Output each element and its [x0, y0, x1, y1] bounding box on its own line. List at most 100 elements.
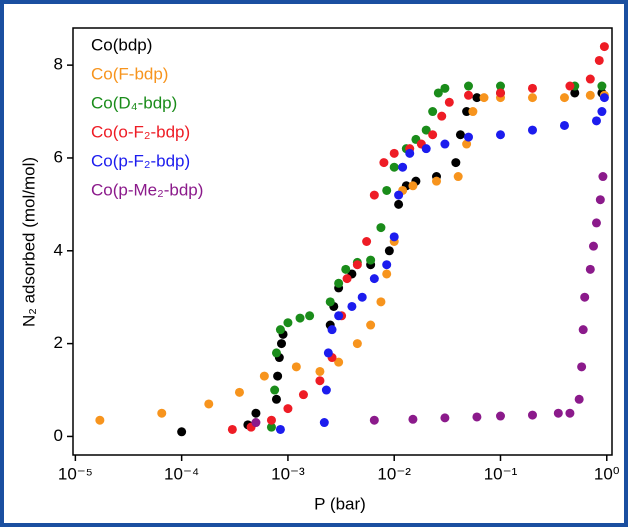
point	[204, 399, 214, 409]
point	[463, 132, 473, 142]
legend-entry: Co(o-F₂-bdp)	[91, 122, 190, 141]
point	[95, 415, 105, 425]
point	[273, 371, 283, 381]
point	[527, 410, 537, 420]
point	[594, 55, 604, 65]
point	[389, 232, 399, 242]
point	[495, 81, 505, 91]
point	[389, 148, 399, 158]
point	[266, 422, 276, 432]
point	[570, 88, 580, 98]
point	[382, 185, 392, 195]
point	[585, 264, 595, 274]
point	[366, 255, 376, 265]
point	[588, 241, 598, 251]
point	[462, 139, 472, 149]
point	[440, 83, 450, 93]
point	[376, 223, 386, 233]
point	[352, 339, 362, 349]
point	[468, 107, 478, 117]
y-tick-label: 2	[54, 333, 63, 352]
point	[472, 412, 482, 422]
point	[398, 162, 408, 172]
point	[157, 408, 167, 418]
point	[463, 81, 473, 91]
point	[319, 418, 329, 428]
point	[421, 144, 431, 154]
point	[394, 190, 404, 200]
point	[327, 325, 337, 335]
point	[379, 158, 389, 168]
point	[440, 139, 450, 149]
point	[334, 311, 344, 321]
point	[591, 116, 601, 126]
legend-entry: Co(p-Me₂-bdp)	[91, 180, 203, 199]
point	[527, 93, 537, 103]
point	[342, 274, 352, 284]
point	[334, 357, 344, 367]
y-tick-label: 0	[54, 426, 63, 445]
point	[266, 415, 276, 425]
point	[565, 81, 575, 91]
point	[369, 190, 379, 200]
point	[315, 376, 325, 386]
point	[352, 260, 362, 270]
point	[270, 385, 280, 395]
point	[369, 415, 379, 425]
x-tick-label: 10⁻⁵	[58, 464, 93, 483]
y-axis-label: N₂ adsorbed (mol/mol)	[19, 157, 38, 327]
point	[451, 158, 461, 168]
x-tick-label: 10⁻¹	[484, 464, 518, 483]
point	[283, 318, 293, 328]
point	[527, 83, 537, 93]
point	[462, 107, 472, 117]
point	[291, 362, 301, 372]
point	[277, 339, 287, 349]
point	[283, 404, 293, 414]
point	[382, 269, 392, 279]
legend-entry: Co(D₄-bdp)	[91, 93, 177, 112]
point	[578, 325, 588, 335]
point	[455, 130, 465, 140]
x-axis-label: P (bar)	[314, 494, 366, 513]
point	[595, 195, 605, 205]
point	[408, 181, 418, 191]
point	[295, 313, 305, 323]
x-tick-label: 10⁰	[594, 464, 620, 483]
point	[463, 90, 473, 100]
point	[599, 42, 609, 52]
point	[408, 414, 418, 424]
point	[421, 125, 431, 135]
point	[177, 427, 187, 437]
point	[298, 390, 308, 400]
point	[271, 348, 281, 358]
point	[433, 88, 443, 98]
legend-entry: Co(F-bdp)	[91, 64, 168, 83]
point	[275, 325, 285, 335]
point	[315, 366, 325, 376]
point	[251, 418, 261, 428]
point	[384, 246, 394, 256]
point	[428, 107, 438, 117]
point	[585, 74, 595, 84]
y-tick-label: 8	[54, 55, 63, 74]
point	[559, 93, 569, 103]
point	[577, 362, 587, 372]
point	[251, 408, 261, 418]
point	[479, 93, 489, 103]
point	[347, 301, 357, 311]
point	[334, 278, 344, 288]
x-tick-label: 10⁻³	[271, 464, 305, 483]
point	[440, 413, 450, 423]
legend-entry: Co(bdp)	[91, 35, 152, 54]
point	[559, 120, 569, 130]
point	[591, 218, 601, 228]
point	[428, 130, 438, 140]
point	[598, 172, 608, 182]
point	[259, 371, 269, 381]
point	[394, 199, 404, 209]
point	[495, 88, 505, 98]
point	[432, 176, 442, 186]
